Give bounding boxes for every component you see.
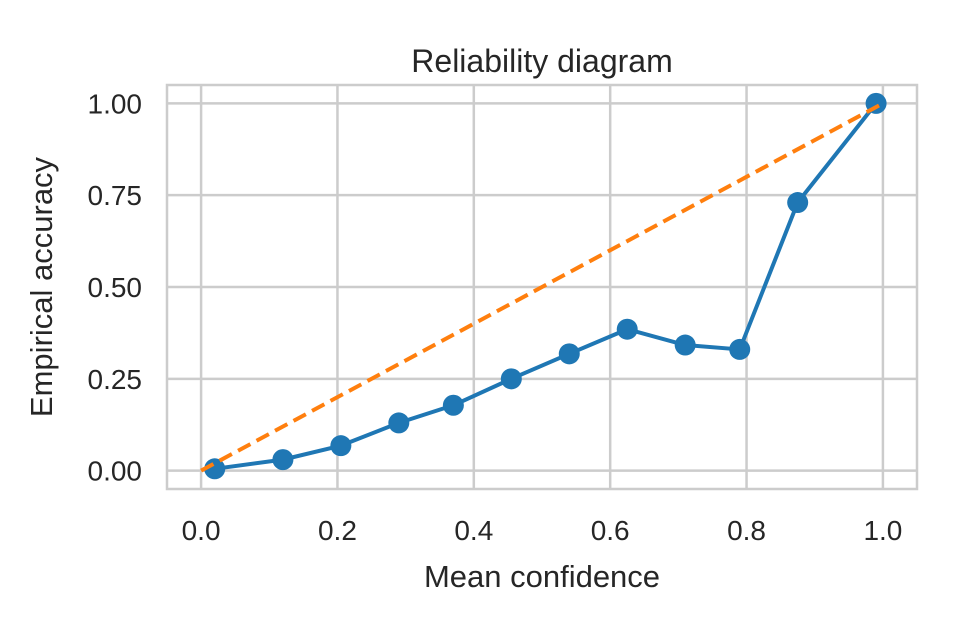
calibration-point bbox=[674, 334, 696, 356]
calibration-point bbox=[558, 343, 580, 365]
identity-dashed-line bbox=[200, 101, 884, 473]
x-tick-label: 0.0 bbox=[182, 515, 221, 546]
x-tick-label: 0.2 bbox=[318, 515, 357, 546]
y-tick-label: 0.25 bbox=[88, 364, 143, 395]
calibration-point bbox=[616, 318, 638, 340]
x-tick-label: 0.4 bbox=[454, 515, 493, 546]
x-axis-title: Mean confidence bbox=[424, 559, 660, 594]
x-tick-label: 1.0 bbox=[863, 515, 902, 546]
calibration-point bbox=[204, 458, 226, 480]
x-tick-label: 0.8 bbox=[727, 515, 766, 546]
calibration-point bbox=[787, 192, 809, 214]
calibration-point bbox=[388, 412, 410, 434]
y-tick-label: 0.50 bbox=[88, 272, 143, 303]
y-tick-label: 0.00 bbox=[88, 456, 143, 487]
calibration-point bbox=[729, 338, 751, 360]
chart-title: Reliability diagram bbox=[411, 43, 672, 79]
y-tick-label: 0.75 bbox=[88, 180, 143, 211]
calibration-point bbox=[272, 449, 294, 471]
y-tick-label: 1.00 bbox=[88, 88, 143, 119]
calibration-point bbox=[500, 368, 522, 390]
calibration-point bbox=[330, 435, 352, 457]
calibration-point bbox=[442, 394, 464, 416]
series-layer bbox=[200, 92, 887, 480]
tick-labels: 0.0 0.2 0.4 0.6 0.8 1.0 0.00 0.25 0.50 0.75 1.00 bbox=[88, 88, 903, 546]
y-axis-title: Empirical accuracy bbox=[24, 156, 59, 417]
plot-frame bbox=[165, 83, 919, 491]
x-tick-label: 0.6 bbox=[591, 515, 630, 546]
